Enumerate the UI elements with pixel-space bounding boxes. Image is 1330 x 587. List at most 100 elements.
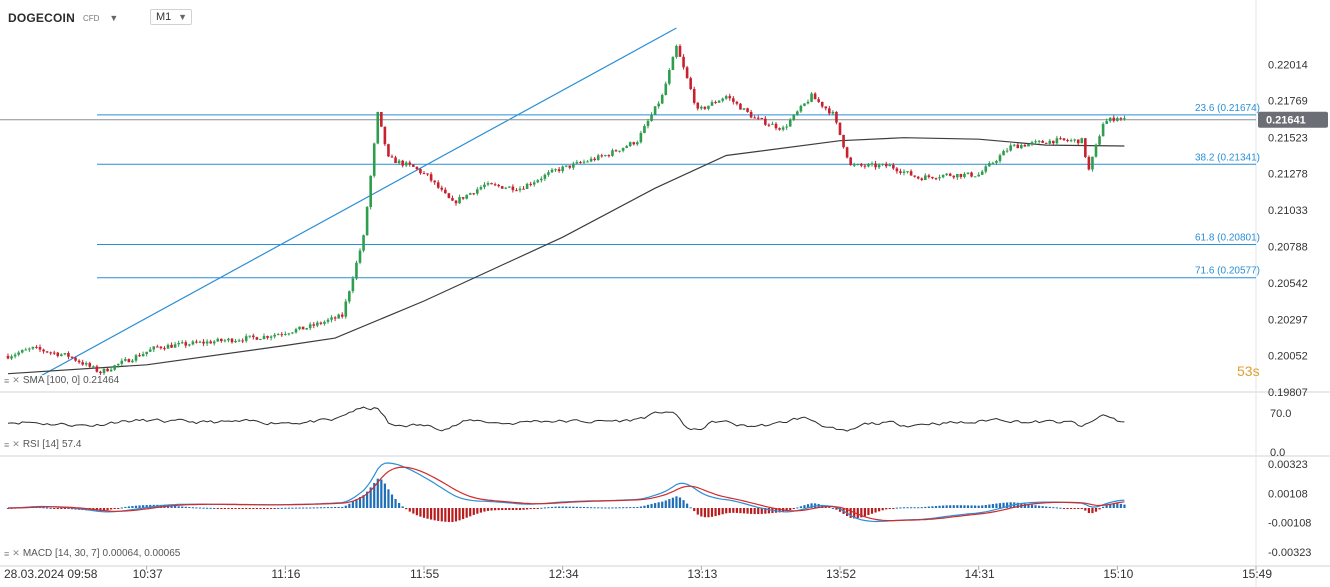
close-icon[interactable]: ✕: [12, 375, 20, 385]
candle-body: [831, 111, 835, 114]
macd-histogram-bar: [721, 508, 724, 515]
candle-body: [216, 338, 220, 342]
candle-body: [948, 173, 952, 176]
macd-panel: [6, 462, 1126, 523]
candle-body: [653, 106, 657, 115]
macd-legend[interactable]: ≡ ✕ MACD [14, 30, 7] 0.00064, 0.00065: [4, 548, 181, 559]
candle-body: [1052, 140, 1055, 144]
candle-body: [995, 160, 998, 163]
menu-icon[interactable]: ≡: [4, 439, 10, 450]
candle-body: [259, 339, 262, 341]
candle-body: [1055, 138, 1059, 144]
candle-body: [262, 336, 266, 340]
candle-body: [358, 250, 362, 263]
candle-body: [248, 335, 252, 337]
macd-histogram-bar: [419, 508, 422, 517]
current-price-value: 0.21641: [1266, 115, 1306, 127]
macd-histogram-bar: [355, 499, 358, 508]
price-tick-label: 0.21033: [1268, 205, 1308, 217]
macd-histogram-bar: [479, 508, 482, 513]
fib-level-label: 61.8 (0.20801): [1195, 232, 1260, 243]
candle-body: [45, 351, 49, 353]
macd-histogram-bar: [778, 508, 781, 513]
sma-legend[interactable]: ≡ ✕ SMA [100, 0] 0.21464: [4, 375, 120, 386]
macd-histogram-bar: [53, 508, 56, 509]
candle-body: [518, 188, 522, 191]
macd-histogram-bar: [579, 506, 582, 508]
candle-body: [1048, 140, 1052, 144]
candle-body: [977, 174, 980, 177]
candle-body: [870, 163, 874, 165]
macd-histogram-bar: [252, 508, 255, 509]
macd-histogram-bar: [330, 507, 333, 509]
macd-histogram-bar: [831, 507, 834, 509]
macd-histogram-bar: [984, 504, 987, 508]
candle-body: [813, 93, 817, 100]
macd-histogram-bar: [174, 505, 177, 508]
candle-body: [436, 182, 440, 188]
macd-values: 0.00064, 0.00065: [102, 548, 181, 559]
menu-icon[interactable]: ≡: [4, 548, 10, 559]
rsi-line: [7, 406, 1125, 432]
instrument-selector[interactable]: DOGECOIN CFD ▼: [8, 8, 118, 28]
candle-body: [60, 354, 63, 356]
candle-body: [799, 105, 803, 112]
candle-body: [1112, 117, 1116, 121]
macd-histogram-bar: [963, 505, 966, 508]
candle-body: [543, 174, 547, 179]
candle-body: [1119, 118, 1123, 120]
macd-histogram-bar: [117, 508, 120, 509]
macd-histogram-bar: [934, 506, 938, 508]
close-icon[interactable]: ✕: [12, 439, 20, 449]
fibonacci-retracement[interactable]: 23.6 (0.21674) 38.2 (0.21341) 61.8 (0.2080…: [0, 27, 1260, 385]
macd-histogram-bar: [312, 507, 315, 509]
candle-body: [127, 359, 131, 363]
macd-histogram-bar: [195, 507, 198, 509]
macd-histogram-bar: [515, 508, 518, 511]
macd-histogram-bar: [846, 508, 849, 516]
candle-body: [959, 174, 963, 177]
macd-histogram-bar: [1016, 502, 1019, 508]
macd-histogram-bar: [405, 508, 408, 510]
candle-body: [792, 114, 796, 121]
candle-body: [266, 336, 269, 338]
macd-histogram-bar: [949, 505, 952, 508]
macd-histogram-bar: [323, 507, 326, 509]
time-tick-label: 28.03.2024 09:58: [4, 567, 98, 581]
macd-histogram-bar: [366, 491, 369, 508]
candle-body: [191, 341, 195, 345]
macd-histogram-bar: [828, 506, 831, 508]
macd-histogram-bar: [632, 507, 635, 509]
candle-body: [472, 193, 476, 195]
macd-histogram-bar: [942, 505, 945, 508]
macd-histogram-bar: [618, 507, 621, 509]
macd-histogram-bar: [401, 506, 404, 508]
candle-body: [170, 344, 173, 348]
macd-histogram-bar: [341, 506, 344, 508]
candle-body: [771, 123, 774, 125]
timeframe-selector[interactable]: M1 ▼: [150, 9, 192, 25]
candle-body: [404, 162, 408, 166]
macd-histogram-bar: [394, 499, 397, 508]
candle-body: [92, 366, 95, 368]
menu-icon[interactable]: ≡: [4, 375, 10, 386]
candle-body: [340, 314, 344, 317]
candle-body: [547, 172, 550, 175]
candle-body: [326, 319, 330, 322]
candle-countdown: 53s: [1237, 363, 1260, 379]
candle-body: [835, 111, 838, 123]
macd-histogram-bar: [102, 508, 106, 511]
price-tick-label: 0.20052: [1268, 351, 1308, 363]
candle-body: [1027, 143, 1030, 147]
macd-histogram-bar: [636, 507, 639, 509]
candle-body: [614, 150, 618, 152]
sma-value: 0.21464: [83, 375, 120, 386]
candle-body: [931, 176, 934, 179]
candle-body: [380, 111, 383, 127]
candle-body: [429, 174, 433, 181]
rsi-legend[interactable]: ≡ ✕ RSI [14] 57.4: [4, 439, 82, 450]
close-icon[interactable]: ✕: [12, 548, 20, 558]
macd-histogram-bar: [383, 483, 386, 508]
macd-histogram-bar: [689, 507, 692, 509]
